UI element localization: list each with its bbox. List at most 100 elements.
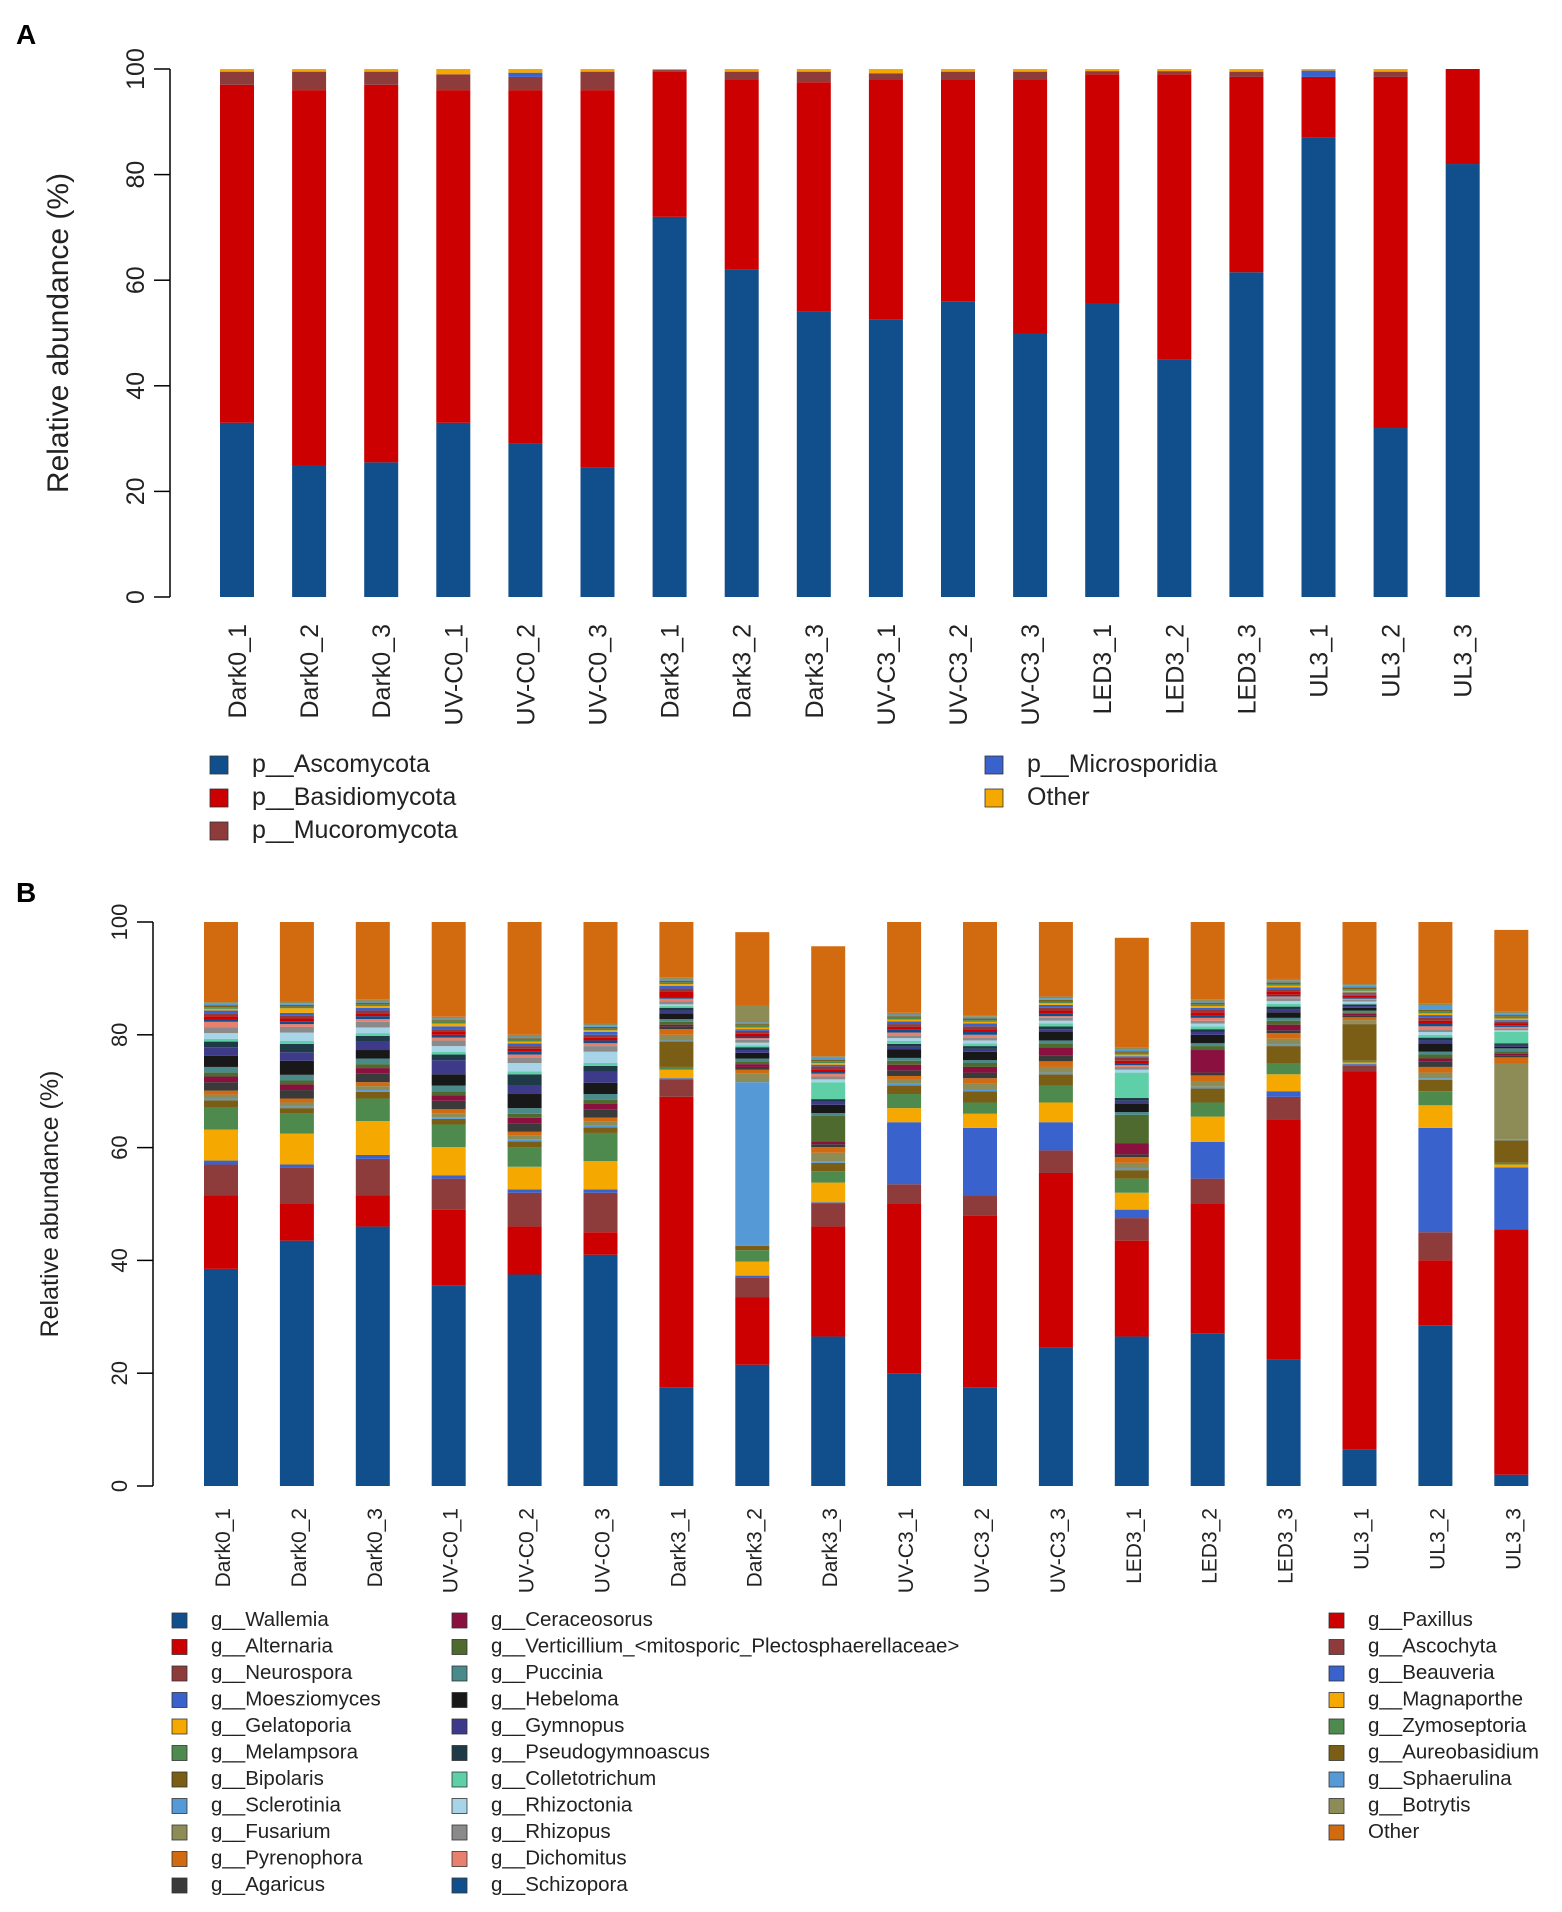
panel-b-legend-label: g__Gymnopus xyxy=(491,1714,624,1737)
panel-b-bar-dark0-2-g-puccinia xyxy=(279,1074,314,1081)
panel-b-bar-uv-c3-3-g-gelatoporia xyxy=(1038,1102,1073,1123)
panel-a-bar-ul3-1-p-microsporidia xyxy=(1301,70,1336,77)
panel-b-bar-uv-c3-3-g-sclerotinia xyxy=(1038,1072,1073,1075)
panel-b-legend-swatch xyxy=(451,1798,468,1814)
panel-b-bar-dark0-2-g-rhizoctonia xyxy=(279,1032,314,1042)
panel-b-bar-ul3-3-g-melampsora xyxy=(1494,1162,1529,1165)
panel-b-legend-label: g__Ceraceosorus xyxy=(491,1608,653,1631)
panel-b-bar-dark3-2-g-melampsora xyxy=(735,1250,770,1262)
panel-b-bar-uv-c0-1-g-verticillium-mitosporic-plectosphaerellaceae xyxy=(431,1091,466,1096)
panel-b-bar-ul3-1-g-paxillus xyxy=(1342,995,1377,998)
panel-a-bar-dark3-1-p-mucoromycota xyxy=(652,70,687,72)
panel-b-legend-swatch xyxy=(451,1639,468,1655)
panel-b-x-tick-label: Dark3_3 xyxy=(819,1508,842,1587)
panel-b-legend-label: g__Sphaerulina xyxy=(1368,1767,1512,1790)
panel-b-bar-uv-c0-3-g-agaricus xyxy=(583,1109,618,1118)
panel-b-bar-uv-c0-3-g-zymoseptoria xyxy=(583,1028,618,1031)
panel-b-bar-uv-c3-2-g-hebeloma xyxy=(963,1051,997,1061)
panel-a-bar-uv-c3-2-p-mucoromycota xyxy=(941,71,975,80)
panel-b-bar-ul3-2-g-gymnopus xyxy=(1418,1040,1453,1044)
panel-a-bar-led3-1-p-ascomycota xyxy=(1085,303,1120,597)
panel-a-bar-uv-c0-2-p-basidiomycota xyxy=(508,90,543,444)
panel-b-bar-dark0-1-g-magnaporthe xyxy=(204,1008,238,1011)
panel-b-bar-uv-c3-3-g-pyrenophora xyxy=(1038,1061,1073,1067)
panel-b-bar-ul3-3-g-pseudogymnoascus xyxy=(1494,1043,1529,1045)
panel-b-bar-ul3-1-g-wallemia xyxy=(1342,1449,1377,1486)
panel-b-bar-uv-c0-2-g-gymnopus xyxy=(507,1085,542,1095)
panel-b-bar-uv-c0-2-g-magnaporthe xyxy=(507,1041,542,1044)
panel-b-bar-dark3-2-g-puccinia xyxy=(735,1058,770,1062)
panel-b-bar-ul3-2-g-magnaporthe xyxy=(1418,1013,1453,1016)
panel-b-bar-ul3-2-g-sclerotinia xyxy=(1418,1078,1453,1080)
panel-b-bar-dark0-3-g-colletotrichum xyxy=(355,1033,390,1036)
panel-b-bar-dark3-3-g-sphaerulina xyxy=(811,1057,846,1060)
panel-b-legend-label: g__Alternaria xyxy=(211,1635,334,1658)
panel-b-bar-led3-3-g-sphaerulina xyxy=(1266,980,1301,983)
panel-b-legend-swatch xyxy=(1328,1718,1345,1735)
panel-b-bar-ul3-1-g-ascochyta xyxy=(1342,994,1377,996)
panel-b-bar-dark0-3-g-pyrenophora xyxy=(355,1082,390,1087)
panel-b-bar-dark0-1-g-schizopora xyxy=(204,1019,238,1022)
panel-b-x-tick-label: Dark3_1 xyxy=(667,1508,690,1587)
panel-b-bar-uv-c3-2-g-wallemia xyxy=(963,1387,997,1486)
panel-a-bar-ul3-1-p-basidiomycota xyxy=(1301,76,1336,138)
panel-b-bar-ul3-2-g-pyrenophora xyxy=(1418,1066,1453,1073)
panel-a-y-tick-label: 0 xyxy=(122,590,150,604)
panel-b-bar-dark0-2-g-pyrenophora xyxy=(279,1098,314,1103)
panel-b-bar-uv-c3-1-g-rhizopus xyxy=(887,1035,922,1039)
panel-b-bar-uv-c3-2-other xyxy=(963,922,997,1016)
panel-b-bar-ul3-3-g-verticillium-mitosporic-plectosphaerellaceae xyxy=(1494,1051,1529,1054)
panel-b-bar-ul3-2-g-dichomitus xyxy=(1418,1026,1453,1030)
panel-a-bar-dark0-1-other xyxy=(220,69,254,72)
panel-b-bar-ul3-1-g-aureobasidium xyxy=(1342,987,1377,990)
panel-b-bar-uv-c0-1-g-pyrenophora xyxy=(431,1109,466,1114)
panel-a-bar-dark3-3-other xyxy=(796,69,831,72)
panel-b-bar-uv-c0-1-g-magnaporthe xyxy=(431,1023,466,1027)
panel-b-bar-ul3-3-g-ceraceosorus xyxy=(1494,1053,1529,1056)
panel-b-bar-dark0-1-g-sclerotinia xyxy=(204,1098,238,1101)
panel-b-bar-dark3-3-g-dichomitus xyxy=(811,1073,846,1077)
panel-b-bar-uv-c3-1-g-melampsora xyxy=(887,1094,922,1109)
panel-b-bar-dark0-3-g-paxillus xyxy=(355,1013,390,1017)
panel-b-legend-swatch xyxy=(1328,1612,1345,1629)
panel-b-bar-led3-1-g-botrytis xyxy=(1114,1047,1149,1050)
panel-b-bar-dark3-3-g-bipolaris xyxy=(811,1162,846,1172)
panel-b-bar-dark0-1-g-rhizoctonia xyxy=(204,1033,238,1039)
panel-b-bar-dark0-1-g-neurospora xyxy=(204,1164,238,1196)
panel-a-bar-uv-c0-2-other xyxy=(508,69,543,73)
panel-b-bar-dark0-2-g-hebeloma xyxy=(279,1060,314,1075)
panel-b-legend-label: g__Paxillus xyxy=(1368,1608,1473,1631)
panel-b-bar-dark0-3-g-moesziomyces xyxy=(355,1154,390,1159)
panel-b-bar-uv-c0-1-g-melampsora xyxy=(431,1124,466,1148)
panel-b-bar-dark0-2-g-bipolaris xyxy=(279,1108,314,1114)
panel-a-bar-uv-c0-3-p-ascomycota xyxy=(580,467,615,597)
panel-a-bar-dark3-2-other xyxy=(724,69,759,72)
panel-b-bar-uv-c3-2-g-neurospora xyxy=(963,1195,997,1216)
panel-a-bar-led3-1-p-basidiomycota xyxy=(1085,74,1120,304)
panel-b-bar-ul3-1-g-dichomitus xyxy=(1342,998,1377,1000)
panel-a-y-axis-label: Relative abundance (%) xyxy=(42,173,75,493)
panel-b-bar-dark0-2-g-schizopora xyxy=(279,1021,314,1025)
panel-b-bar-ul3-2-other xyxy=(1418,922,1453,1004)
panel-b-bar-dark3-3-g-wallemia xyxy=(811,1336,846,1486)
panel-b-bar-dark0-1-g-fusarium xyxy=(204,1094,238,1099)
panel-b-legend-swatch xyxy=(1328,1798,1345,1814)
panel-b-bar-dark3-1-g-ceraceosorus xyxy=(659,1024,694,1027)
panel-b-bar-ul3-1-g-moesziomyces xyxy=(1342,1064,1377,1066)
panel-b-legend-label: Other xyxy=(1368,1820,1419,1843)
panel-b-bar-led3-3-g-rhizopus xyxy=(1266,998,1301,1001)
panel-b-bar-ul3-3-g-colletotrichum xyxy=(1494,1031,1529,1044)
panel-b-bar-uv-c3-3-g-paxillus xyxy=(1038,1010,1073,1014)
panel-a-bar-uv-c0-1-p-mucoromycota xyxy=(436,74,471,91)
panel-b-bar-uv-c0-1-g-fusarium xyxy=(431,1113,466,1118)
panel-b-bar-dark0-2-g-moesziomyces xyxy=(279,1164,314,1168)
panel-b-bar-dark3-2-g-neurospora xyxy=(735,1277,770,1298)
panel-b-bar-uv-c0-2-g-verticillium-mitosporic-plectosphaerellaceae xyxy=(507,1113,542,1118)
panel-b-bar-ul3-1-g-beauveria xyxy=(1342,992,1377,995)
panel-b-bar-ul3-1-g-fusarium xyxy=(1342,1020,1377,1023)
panel-b-bar-uv-c3-2-g-beauveria xyxy=(963,1023,997,1027)
panel-b-bar-led3-2-g-magnaporthe xyxy=(1190,1006,1225,1008)
panel-b-legend-swatch xyxy=(171,1692,188,1708)
panel-b-bar-uv-c0-1-g-bipolaris xyxy=(431,1118,466,1125)
panel-a-legend-swatch xyxy=(984,755,1004,775)
